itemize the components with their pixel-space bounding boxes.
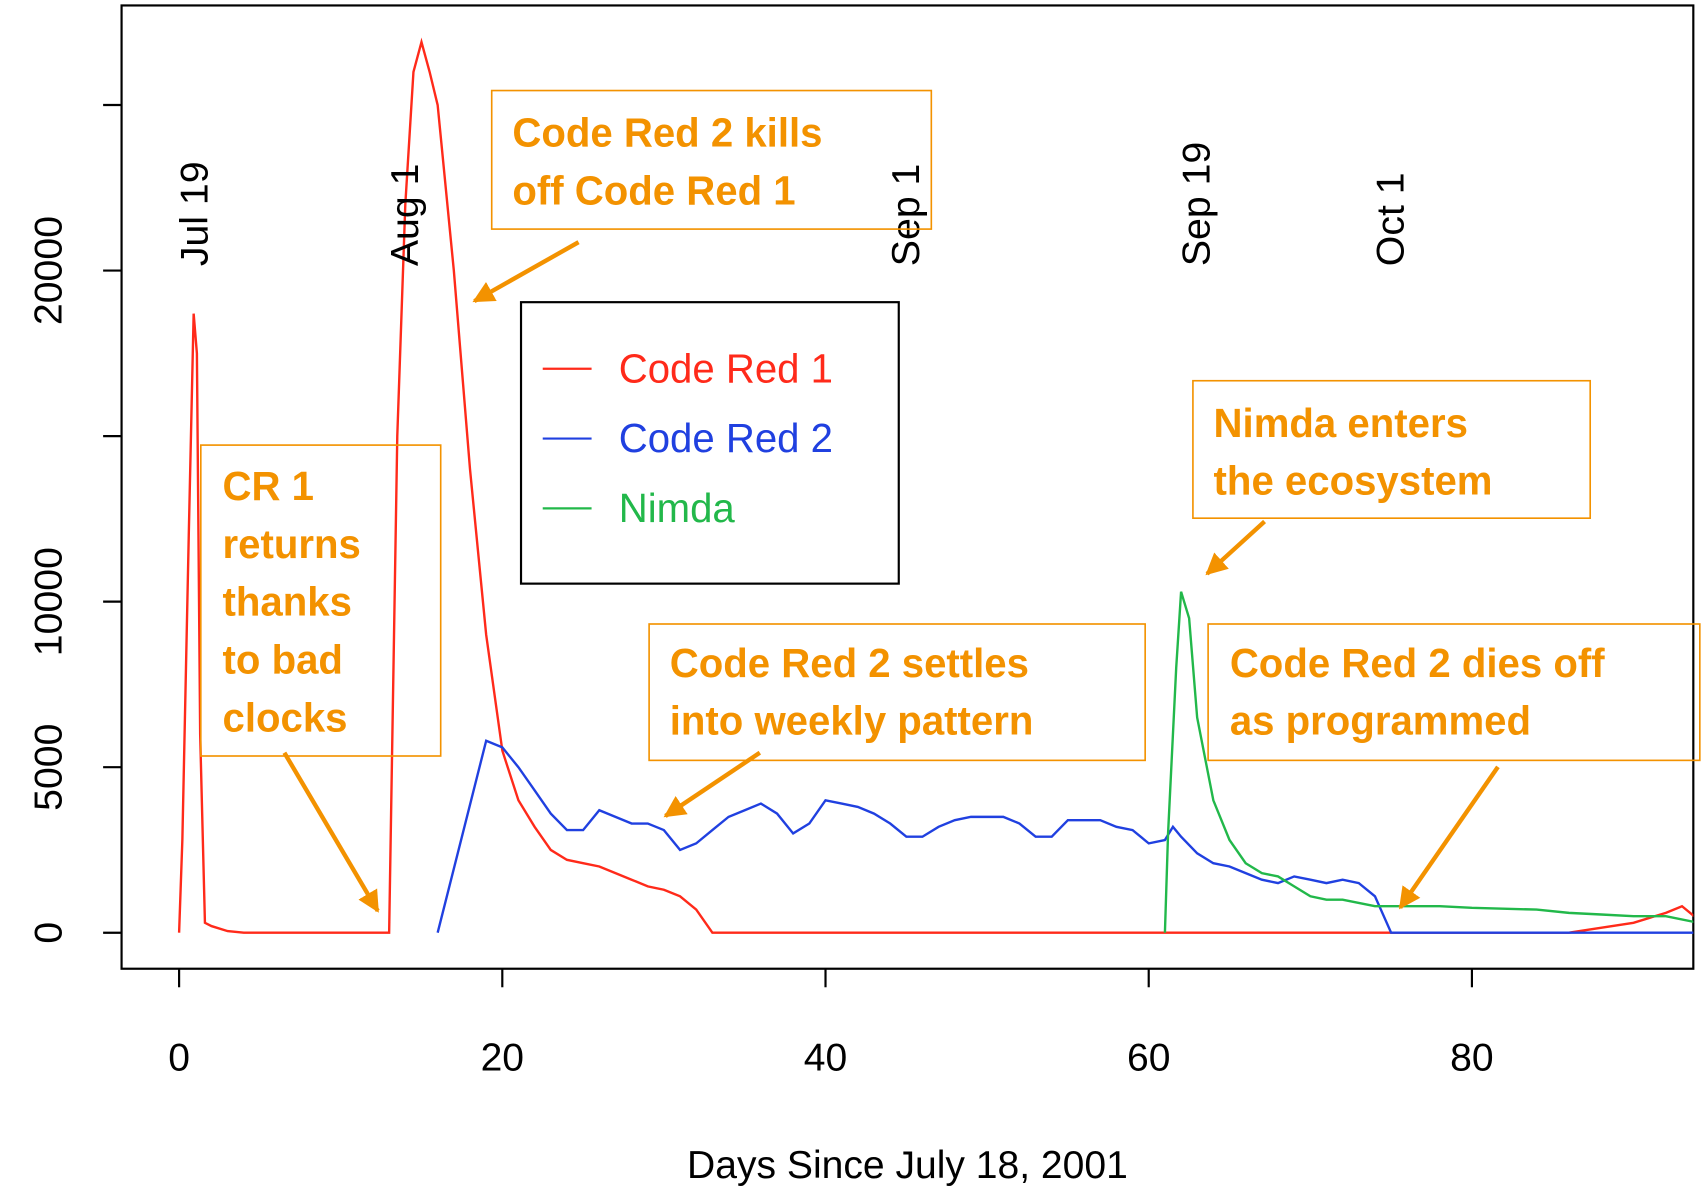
x-tick-label: 20: [481, 1037, 524, 1080]
date-marker: Aug 1: [384, 164, 427, 267]
y-tick-label: 0: [27, 922, 70, 944]
annotation-text: Code Red 2 settles: [670, 641, 1029, 686]
date-marker: Sep 1: [885, 164, 928, 267]
series-line: [177, 37, 1694, 934]
annotation-box: [1207, 623, 1701, 762]
series-line: [1163, 591, 1694, 933]
legend-label: Nimda: [619, 486, 736, 531]
annotation-box: [1192, 379, 1592, 519]
annotation-text: CR 1: [223, 464, 314, 509]
y-tick-label: 5000: [27, 724, 70, 811]
plot-frame: [120, 4, 1695, 970]
x-tick-label: 80: [1450, 1037, 1493, 1080]
date-marker: Sep 19: [1176, 142, 1219, 266]
legend-box: [519, 301, 900, 585]
annotation-text: Code Red 2 dies off: [1230, 641, 1605, 686]
y-tick-label: 10000: [27, 547, 70, 656]
plot-area: [177, 37, 1694, 934]
annotation-text: to bad: [223, 637, 343, 682]
annotation-text: Nimda enters: [1214, 401, 1468, 446]
annotation-arrow: [1205, 519, 1267, 576]
annotation-text: returns: [223, 522, 361, 567]
x-tick-label: 60: [1127, 1037, 1170, 1080]
annotation-arrow: [472, 240, 580, 303]
annotation-box: [199, 444, 442, 757]
annotation-arrow: [282, 751, 380, 913]
annotation-text: as programmed: [1230, 699, 1531, 744]
annotation-arrow: [663, 750, 762, 818]
annotation-text: Code Red 2 kills: [512, 111, 822, 156]
annotation-arrow: [1398, 765, 1500, 910]
date-marker: Jul 19: [174, 161, 217, 266]
legend-label: Code Red 1: [619, 346, 833, 391]
annotation-box: [648, 623, 1146, 762]
series-line: [436, 739, 1694, 934]
annotation-box: [490, 89, 933, 230]
x-tick-label: 40: [804, 1037, 847, 1080]
annotation-text: into weekly pattern: [670, 699, 1034, 744]
annotation-text: off Code Red 1: [512, 168, 795, 213]
x-axis-label: Days Since July 18, 2001: [687, 1144, 1128, 1187]
annotation-text: the ecosystem: [1214, 459, 1493, 504]
legend-label: Code Red 2: [619, 416, 833, 461]
date-marker: Oct 1: [1370, 172, 1413, 266]
annotation-text: clocks: [223, 695, 348, 740]
y-tick-label: 20000: [27, 216, 70, 325]
x-tick-label: 0: [168, 1037, 190, 1080]
annotation-text: thanks: [223, 580, 352, 625]
